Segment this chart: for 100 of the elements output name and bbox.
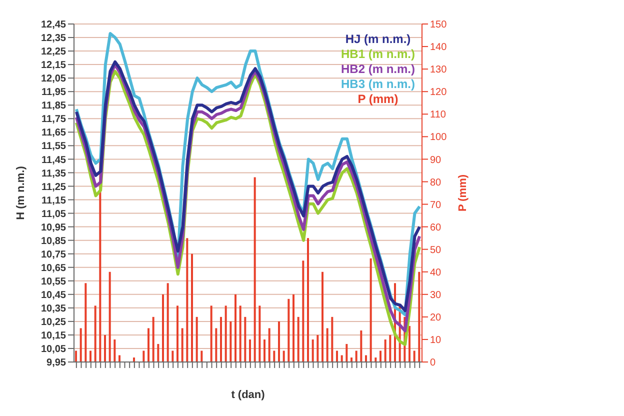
- y-tick-label: 12,35: [40, 33, 66, 44]
- y-tick-label: 10,95: [40, 222, 66, 234]
- bar: [166, 283, 169, 362]
- bar: [104, 334, 106, 362]
- y2-tick-label: 20: [430, 312, 442, 324]
- y-tick-label: 11,25: [42, 182, 66, 193]
- bar: [118, 355, 120, 362]
- bar: [288, 298, 290, 362]
- bar: [108, 272, 111, 362]
- y2-tick-label: 150: [430, 20, 448, 31]
- y-tick-label: 10,35: [40, 303, 66, 314]
- bar: [408, 326, 410, 362]
- bar: [244, 316, 246, 362]
- bar: [264, 339, 266, 362]
- y2-tick-label: 70: [430, 200, 442, 211]
- bar: [384, 339, 386, 362]
- text: HB3 (m n.m.): [340, 77, 415, 91]
- bar: [326, 328, 328, 362]
- bar: [90, 350, 92, 362]
- text: HB1 (m n.m.): [340, 47, 415, 61]
- bar: [210, 306, 212, 362]
- y-tick-label: 10,15: [40, 330, 66, 342]
- bar: [142, 350, 145, 362]
- text: HJ (m n.m.): [345, 32, 411, 46]
- y2-tick-label: 10: [430, 335, 442, 346]
- bar: [380, 350, 382, 362]
- bar: [176, 306, 178, 362]
- bar: [181, 328, 184, 362]
- bar: [148, 328, 150, 362]
- bar: [80, 328, 82, 362]
- bar: [292, 294, 294, 362]
- bar: [336, 350, 338, 362]
- bar: [355, 350, 358, 362]
- bar: [312, 339, 314, 362]
- bar: [365, 355, 367, 362]
- y-tick-label: 10,55: [40, 276, 66, 288]
- bar: [75, 350, 77, 362]
- y-tick-label: 12,45: [40, 20, 66, 31]
- bar: [94, 306, 96, 362]
- y-tick-label: 12,05: [40, 74, 66, 85]
- y2-tick-label: 110: [430, 110, 446, 121]
- y-tick-label: 10,05: [40, 344, 66, 356]
- bar: [249, 339, 251, 362]
- bar: [322, 272, 324, 362]
- y-tick-label: 12,25: [40, 46, 66, 58]
- y-tick-label: 11,95: [42, 87, 66, 98]
- y-tick-label: 11,45: [42, 154, 66, 166]
- y-tick-label: 10,65: [40, 262, 66, 274]
- bar: [389, 334, 392, 362]
- y-tick-label: 10,85: [40, 236, 66, 247]
- y-tick-label: 10,45: [40, 290, 66, 301]
- bar: [258, 306, 261, 362]
- bar: [215, 328, 218, 362]
- bar: [152, 316, 154, 362]
- bar: [239, 306, 242, 362]
- y2-tick-label: 130: [430, 64, 448, 76]
- y-tick-label: 9,95: [46, 358, 66, 369]
- bar: [316, 334, 319, 362]
- bar: [307, 238, 309, 362]
- bar: [413, 350, 416, 362]
- y-tick-label: 10,75: [40, 249, 66, 260]
- bar: [282, 350, 285, 362]
- bar: [224, 306, 227, 362]
- bar: [84, 283, 87, 362]
- text: HB2 (m n.m.): [340, 62, 415, 76]
- x-axis-title: t (dan): [231, 389, 266, 401]
- bar: [360, 330, 362, 362]
- y2-tick-label: 60: [430, 222, 442, 234]
- bar: [302, 260, 304, 362]
- bar: [273, 350, 276, 362]
- y2-tick-label: 30: [430, 290, 442, 301]
- y2-tick-label: 90: [430, 154, 442, 166]
- bar: [297, 316, 300, 362]
- y-tick-label: 11,75: [42, 114, 66, 126]
- y-tick-label: 11,05: [42, 208, 66, 220]
- bar: [157, 344, 160, 362]
- y2-tick-label: 140: [430, 42, 448, 54]
- y2-tick-label: 50: [430, 244, 442, 256]
- bar: [220, 316, 222, 362]
- text: P (mm): [358, 92, 398, 106]
- bar: [370, 258, 372, 362]
- bar: [230, 321, 232, 362]
- bar: [340, 355, 343, 362]
- y2-tick-label: 0: [430, 358, 436, 369]
- y2-tick-label: 120: [430, 87, 448, 98]
- bar: [172, 350, 174, 362]
- bar: [186, 238, 188, 362]
- y-axis-title: H (m n.m.): [14, 166, 27, 220]
- y-tick-label: 11,55: [42, 141, 66, 152]
- y-tick-label: 11,35: [42, 168, 66, 180]
- bar: [268, 328, 270, 362]
- bar: [234, 294, 236, 362]
- bar: [114, 339, 116, 362]
- y2-tick-label: 40: [430, 267, 442, 278]
- bar: [196, 316, 198, 362]
- bar: [200, 350, 203, 362]
- bar: [191, 254, 193, 362]
- bar: [254, 177, 256, 362]
- y-tick-label: 12,15: [40, 60, 66, 72]
- bar: [278, 321, 280, 362]
